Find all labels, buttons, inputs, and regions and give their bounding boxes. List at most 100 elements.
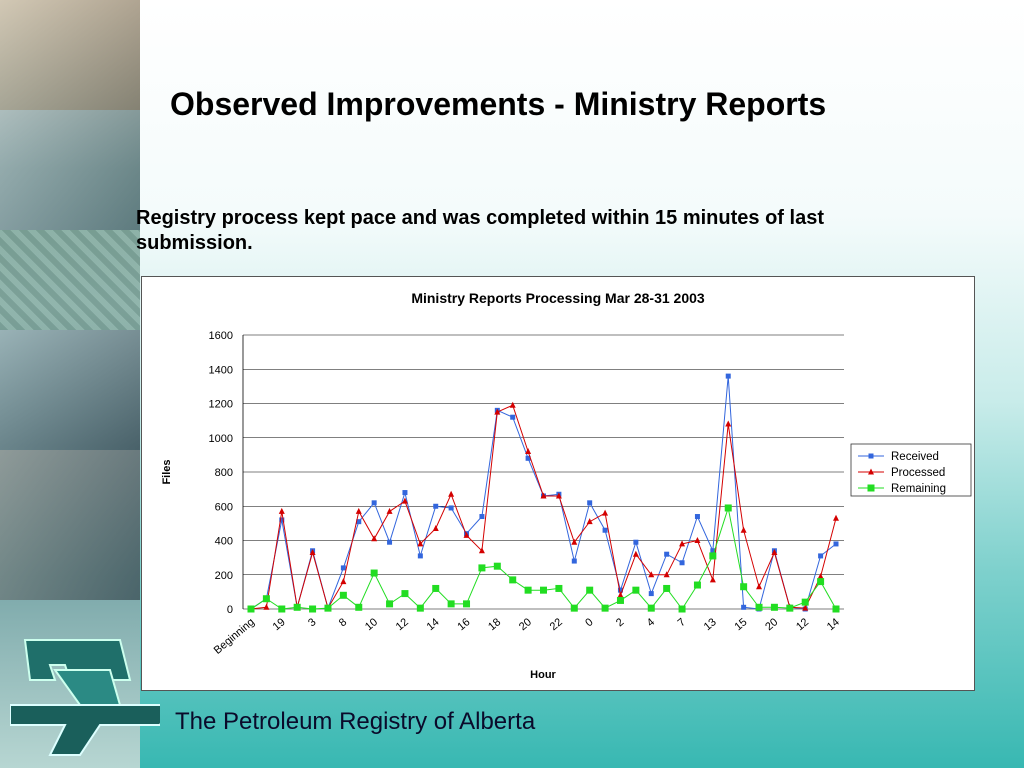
data-point [693, 581, 701, 589]
y-tick-label: 1400 [209, 364, 233, 376]
data-point [309, 605, 317, 613]
x-tick-label: 18 [486, 616, 503, 633]
data-point [601, 604, 609, 612]
data-point [617, 591, 624, 598]
y-tick-label: 1000 [209, 433, 233, 445]
data-point [524, 586, 532, 594]
legend-marker [868, 453, 874, 459]
series-line-remaining [250, 507, 837, 610]
data-point [479, 514, 485, 520]
data-point [278, 605, 286, 613]
data-point [833, 541, 839, 547]
data-point [725, 373, 731, 379]
data-point [694, 514, 700, 520]
decorative-photo-collage [0, 0, 140, 768]
data-point [555, 492, 562, 499]
series-remaining [247, 504, 840, 613]
data-point [832, 605, 840, 613]
data-point [709, 552, 717, 560]
data-point [355, 507, 362, 514]
legend-marker [868, 468, 874, 475]
data-point [463, 531, 470, 538]
data-point [247, 605, 255, 613]
legend-label: Received [891, 451, 939, 463]
data-point [710, 548, 716, 554]
data-point [401, 497, 408, 504]
data-point [355, 603, 363, 611]
data-point [402, 490, 408, 496]
x-tick-label: 15 [732, 616, 749, 633]
data-point [586, 586, 594, 594]
data-point [818, 553, 824, 559]
data-point [356, 519, 362, 525]
data-point [386, 600, 394, 608]
data-point [586, 518, 593, 525]
data-point [602, 527, 608, 533]
data-point [633, 539, 639, 545]
data-point [801, 598, 809, 606]
data-point [494, 408, 501, 415]
data-point [741, 604, 747, 610]
data-point [432, 584, 440, 592]
data-point [371, 500, 377, 506]
legend-label: Processed [891, 467, 945, 479]
hardhat-worker-image [0, 110, 140, 230]
data-point [679, 540, 686, 547]
y-tick-label: 400 [215, 536, 233, 548]
series-line-processed [250, 404, 837, 610]
data-point [679, 560, 685, 566]
chart-title: Ministry Reports Processing Mar 28-31 20… [411, 290, 705, 306]
data-point [632, 586, 640, 594]
data-point [370, 569, 378, 577]
data-point [648, 571, 655, 578]
x-tick-label: 0 [583, 616, 595, 629]
x-tick-label: 20 [517, 616, 534, 633]
legend-label: Remaining [891, 483, 946, 495]
data-point [647, 604, 655, 612]
chart-legend: Received Processed Remaining [850, 443, 972, 497]
x-axis-label: Hour [530, 669, 556, 681]
circuit-pattern-image [0, 230, 140, 330]
data-point [262, 595, 270, 603]
y-axis-ticks: 0 200 400 600 800 1000 1200 1400 1600 [209, 330, 233, 616]
data-point [509, 576, 517, 584]
data-point [478, 547, 485, 554]
x-tick-label: 19 [271, 616, 288, 633]
x-tick-label: 8 [337, 616, 349, 629]
data-point [478, 564, 486, 572]
data-point [510, 414, 516, 420]
data-point [833, 514, 839, 521]
data-point [587, 500, 593, 506]
data-point [525, 455, 531, 461]
y-tick-label: 1200 [209, 399, 233, 411]
data-point [324, 604, 332, 612]
data-point [386, 507, 393, 514]
data-point [632, 550, 639, 557]
data-point [525, 447, 532, 454]
registry-logo [10, 639, 160, 756]
phone-worker-image [0, 330, 140, 450]
x-tick-label: 14 [825, 616, 842, 633]
data-point [340, 578, 347, 585]
x-tick-label: 22 [548, 616, 565, 633]
x-tick-label: 4 [645, 616, 657, 629]
data-point [432, 525, 439, 532]
data-point [663, 571, 670, 578]
data-point [339, 591, 347, 599]
data-point [448, 490, 455, 497]
x-tick-label: 10 [363, 616, 380, 633]
data-point [770, 603, 778, 611]
data-point [786, 604, 794, 612]
data-point [263, 603, 270, 610]
data-point [678, 605, 686, 613]
data-point [664, 551, 670, 557]
data-point [278, 507, 285, 514]
data-point [463, 600, 471, 608]
footer-organization: The Petroleum Registry of Alberta [175, 708, 536, 735]
data-point [617, 587, 623, 593]
data-point [448, 505, 454, 511]
data-point [416, 604, 424, 612]
y-tick-label: 600 [215, 501, 233, 513]
line-chart: Ministry Reports Processing Mar 28-31 20… [161, 290, 972, 681]
data-point [602, 509, 609, 516]
